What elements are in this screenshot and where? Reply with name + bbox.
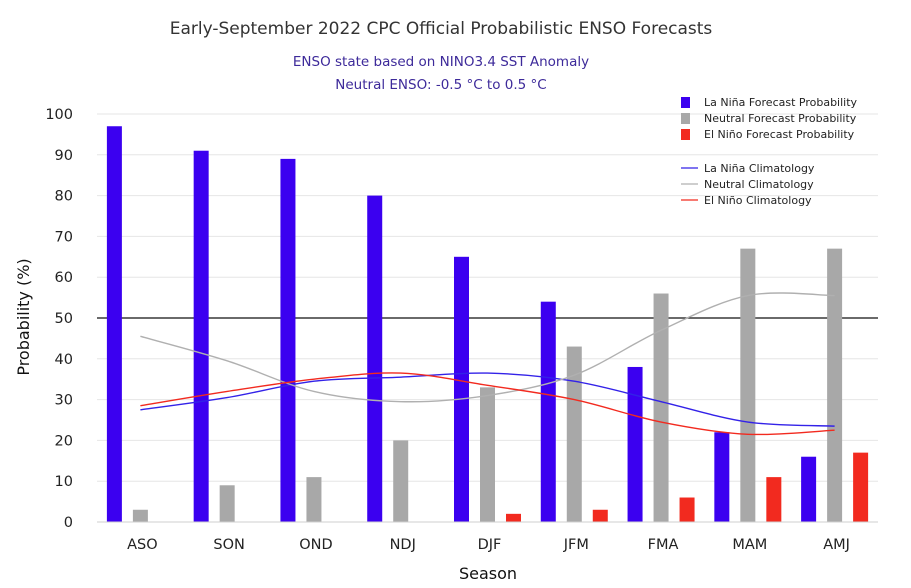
legend-swatch-0 <box>681 97 690 108</box>
x-tick-label-son: SON <box>213 537 244 553</box>
bars-layer <box>106 126 869 523</box>
y-tick-label-90: 90 <box>55 148 73 164</box>
x-tick-label-ndj: NDJ <box>390 537 416 553</box>
bar-el-amj <box>853 452 869 522</box>
y-tick-label-70: 70 <box>55 229 73 245</box>
bar-la-aso <box>106 126 122 523</box>
climatology-lines-layer <box>140 292 835 436</box>
bar-la-fma <box>627 366 643 522</box>
y-tick-label-20: 20 <box>55 433 73 449</box>
y-axis-label: Probability (%) <box>14 258 33 375</box>
x-tick-label-amj: AMJ <box>823 537 850 553</box>
y-tick-label-30: 30 <box>55 393 73 409</box>
y-tick-label-50: 50 <box>55 311 73 327</box>
bar-la-ndj <box>367 195 383 522</box>
y-tick-label-60: 60 <box>55 270 73 286</box>
el-nino-climatology-line <box>140 372 835 436</box>
grid-layer <box>97 113 878 523</box>
chart-subtitle-line-2: Neutral ENSO: -0.5 °C to 0.5 °C <box>335 77 546 93</box>
bar-la-jfm <box>540 301 556 522</box>
x-tick-label-djf: DJF <box>478 537 502 553</box>
y-tick-label-80: 80 <box>55 189 73 205</box>
bar-el-mam <box>766 477 782 522</box>
legend-swatch-2 <box>681 129 690 140</box>
bar-el-fma <box>679 497 695 522</box>
legend-label-0: La Niña Forecast Probability <box>704 96 858 109</box>
bar-neutral-djf <box>480 387 495 522</box>
bar-neutral-mam <box>740 248 756 522</box>
chart-subtitle-line-1: ENSO state based on NINO3.4 SST Anomaly <box>293 54 589 70</box>
bar-neutral-son <box>219 485 235 522</box>
y-tick-label-10: 10 <box>55 474 73 490</box>
x-axis-label: Season <box>459 564 517 583</box>
y-tick-label-40: 40 <box>55 352 73 368</box>
chart-legend: La Niña Forecast Probability Neutral Fore… <box>681 96 858 207</box>
bar-el-djf <box>506 513 521 522</box>
legend-line-label-1: Neutral Climatology <box>704 178 814 191</box>
chart-title: Early-September 2022 CPC Official Probab… <box>170 19 713 39</box>
x-tick-label-ond: OND <box>299 537 332 553</box>
bar-la-son <box>193 150 209 522</box>
bar-la-djf <box>454 256 469 522</box>
legend-line-label-0: La Niña Climatology <box>704 162 815 175</box>
legend-label-1: Neutral Forecast Probability <box>704 112 857 125</box>
legend-label-2: El Niño Forecast Probability <box>704 128 855 141</box>
axis-layer: 0 10 20 30 40 50 60 70 80 90 100 ASO SON OND NDJ DJF JFM… <box>45 107 878 553</box>
x-tick-label-mam: MAM <box>732 537 767 553</box>
x-tick-label-aso: ASO <box>127 537 158 553</box>
y-tick-label-100: 100 <box>45 107 73 123</box>
bar-neutral-jfm <box>566 346 582 522</box>
bar-neutral-ond <box>306 477 322 522</box>
bar-la-amj <box>801 456 817 522</box>
neutral-climatology-line <box>140 292 835 403</box>
x-tick-label-fma: FMA <box>648 537 679 553</box>
la-nina-climatology-line <box>140 372 835 427</box>
y-tick-label-0: 0 <box>64 515 73 531</box>
x-tick-label-jfm: JFM <box>563 537 589 553</box>
bar-neutral-amj <box>827 248 843 522</box>
bar-la-ond <box>280 158 296 522</box>
bar-neutral-aso <box>132 509 148 522</box>
legend-swatch-1 <box>681 113 690 124</box>
legend-line-label-2: El Niño Climatology <box>704 194 812 207</box>
bar-la-mam <box>714 432 730 522</box>
bar-neutral-fma <box>653 293 669 522</box>
bar-el-jfm <box>592 509 608 522</box>
bar-neutral-ndj <box>393 440 409 522</box>
